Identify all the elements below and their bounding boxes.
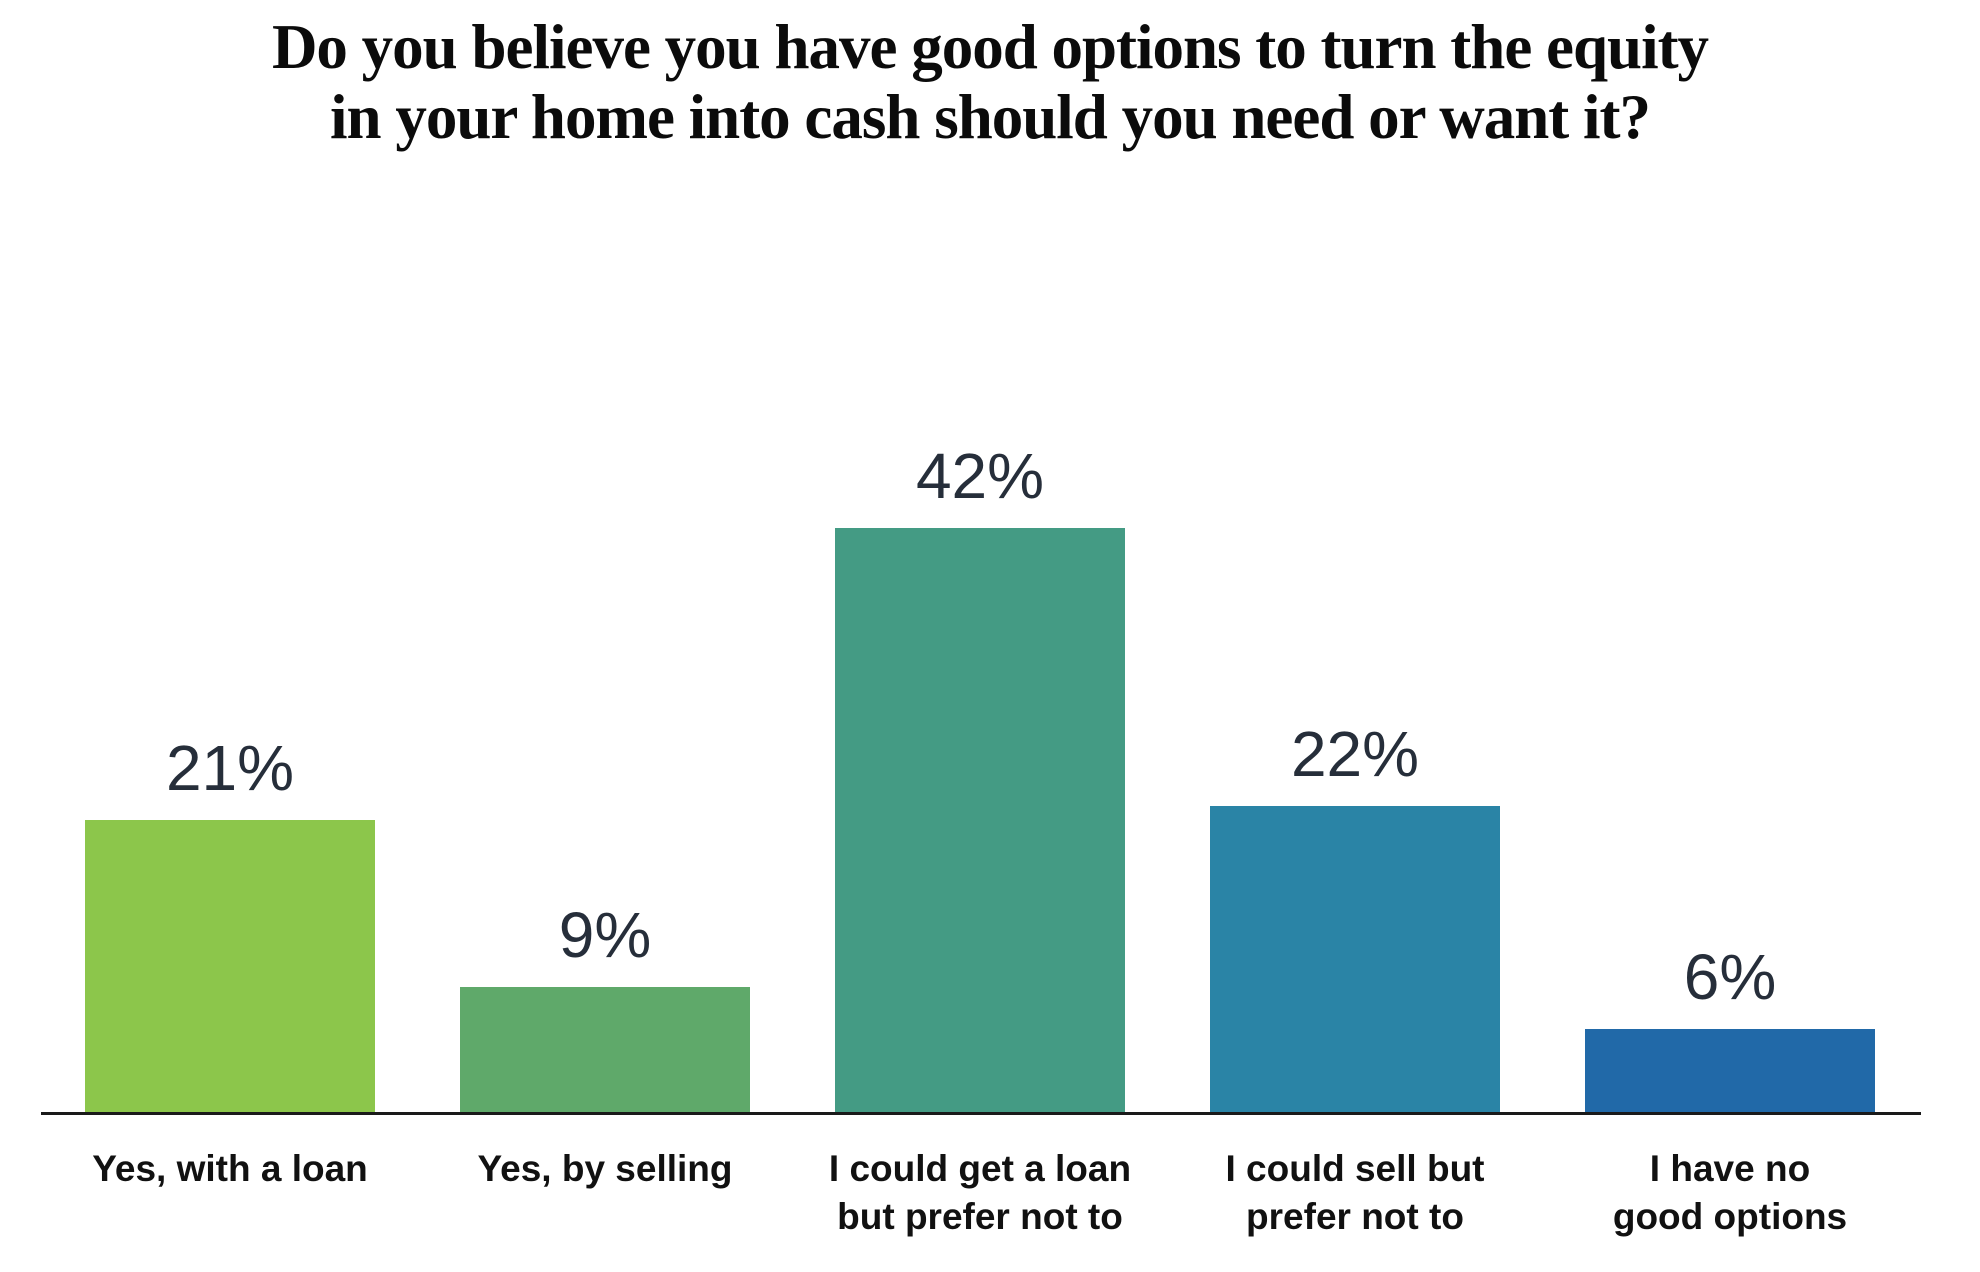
bar-column: 9% Yes, by selling: [460, 0, 750, 1272]
bar: [1210, 806, 1500, 1112]
x-axis-line: [41, 1112, 1921, 1115]
bar-value-label: 6%: [1683, 941, 1777, 1013]
bar: [1585, 1029, 1875, 1112]
page-title: Do you believe you have good options to …: [271, 12, 1709, 152]
category-label: I could sell but prefer not to: [1225, 1148, 1485, 1237]
category-label: I have no good options: [1612, 1148, 1848, 1237]
category-label: I could get a loan but prefer not to: [828, 1148, 1132, 1237]
bar-column: 6% I have no good options: [1585, 0, 1875, 1272]
bar-column: 21% Yes, with a loan: [85, 0, 375, 1272]
category-label: Yes, with a loan: [92, 1148, 368, 1189]
bar-value-label: 42%: [915, 440, 1045, 512]
bar-value-label: 9%: [558, 899, 652, 971]
bar: [835, 528, 1125, 1112]
bar-column: 22% I could sell but prefer not to: [1210, 0, 1500, 1272]
category-label: Yes, by selling: [477, 1148, 733, 1189]
bar-value-label: 21%: [165, 732, 295, 804]
bar-value-label: 22%: [1290, 718, 1420, 790]
bar: [85, 820, 375, 1112]
bar: [460, 987, 750, 1112]
bar-column: 42% I could get a loan but prefer not to: [829, 0, 1131, 1272]
